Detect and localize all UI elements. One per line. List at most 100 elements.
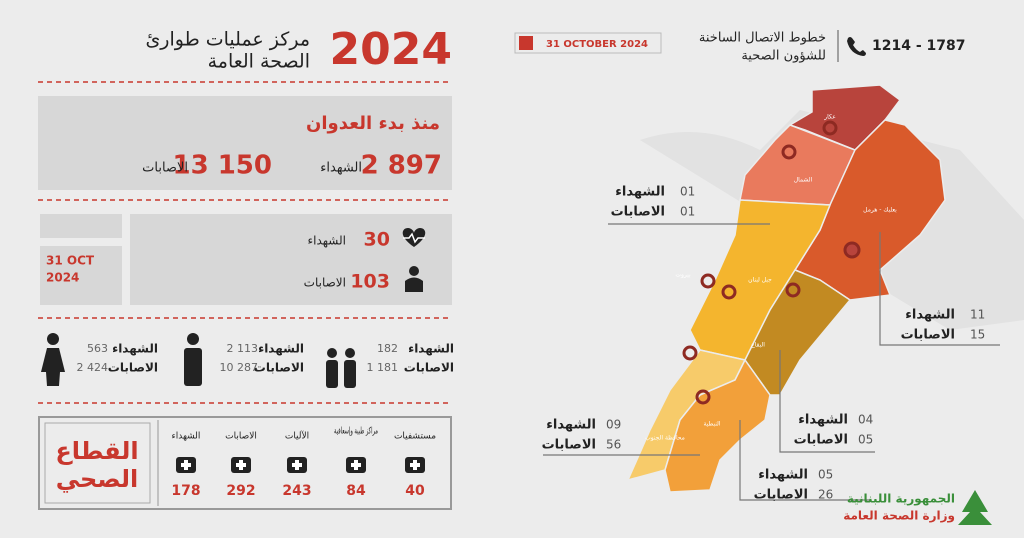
person-icon [409,266,419,276]
phone-number: 1214 - 1787 [872,38,966,54]
demo-label: الشهداء [112,342,158,356]
callout-value: 56 [606,438,621,452]
title-line: مركز عمليات طوارئ [145,29,310,51]
hotline-label: خطوط الاتصال الساخنة [699,31,826,46]
health-icon-detail [351,463,361,467]
health-label: الآليات [285,430,309,442]
child-icon [327,348,337,358]
callout-label: الشهداء [905,308,955,323]
child-icon [326,360,338,388]
callouts: 01 01 الشهداء الاصابات 11 15 الشهداء الاصابات 09… [542,185,986,503]
health-label: مستشفيات [394,432,436,442]
woman-icon [41,348,65,386]
health-value: 292 [226,483,255,499]
day-martyrs-label: الشهداء [307,234,346,248]
injured-label: الاصابات [142,161,188,176]
day-date: 2024 [46,271,79,285]
year: 2024 [330,24,452,75]
person-icon [405,277,423,292]
day-injured-label: الاصابات [304,276,346,290]
cedar-icon [958,490,992,525]
callout-value: 26 [818,488,833,502]
marker [781,144,797,160]
region-label: بعلبك - هرمل [863,207,897,214]
marker [822,120,838,136]
health-title: الصحي [56,465,138,493]
summary-title: منذ بدء العدوان [306,113,440,134]
region-label: محافظة الجنوب [645,435,685,442]
demo-value: 563 [87,342,108,355]
health-icon-detail [236,463,246,467]
marker [785,282,801,298]
callout-label: الاصابات [542,438,596,453]
health-label: الاصابات [225,432,257,442]
pulse-icon [403,232,425,244]
injured-total: 13 150 [172,151,272,181]
region-label: البقاع [751,342,765,349]
marker [700,273,716,289]
calendar-icon [519,36,533,50]
demo-value: 1 181 [367,361,399,374]
map-markers [682,120,861,405]
demo-label: الشهداء [408,342,454,356]
callout-label: الاصابات [611,205,665,220]
marker [695,389,711,405]
men-group: الشهداء الاصابات 2 113 10 287 [184,333,304,386]
demo-value: 10 287 [220,361,259,374]
health-icon-detail [181,463,191,467]
demo-label: الشهداء [258,342,304,356]
region-bekaa [744,269,852,396]
callout-value: 04 [858,413,873,427]
martyrs-total: 2 897 [361,151,442,181]
day-box [130,214,452,305]
callout-value: 05 [818,468,833,482]
child-icon [345,348,355,358]
health-items: مستشفيات 40 مراكز طبية وإسعافية 84 الآليات 24… [171,427,436,500]
callout-value: 11 [970,308,985,322]
callout-value: 01 [680,185,695,199]
hotline-label: للشؤون الصحية [741,49,826,64]
callout-label: الاصابات [901,328,955,343]
children-group: الشهداء الاصابات 182 1 181 [326,342,454,388]
marker [721,284,737,300]
region-label: النبطية [703,421,720,428]
lebanon-map [626,84,946,493]
demo-value: 2 113 [227,342,259,355]
women-group: الشهداء الاصابات 563 2 424 [41,333,158,386]
woman-icon [47,333,59,345]
demo-label: الاصابات [108,361,158,375]
callout-value: 09 [606,418,621,432]
demo-value: 182 [377,342,398,355]
child-icon [344,360,356,388]
man-icon [187,333,199,345]
demo-label: الاصابات [404,361,454,375]
day-injured: 103 [350,271,390,293]
date-tab [40,214,122,238]
date-box [40,246,122,305]
summary-box [38,96,452,190]
callout-label: الشهداء [798,413,848,428]
health-icon-detail [292,463,302,467]
marker [682,345,698,361]
day-date: 31 OCT [46,254,95,268]
region-label: عكار [823,114,836,121]
callout-label: الشهداء [546,418,596,433]
footer-line: الجمهورية اللبنانية [847,492,955,507]
callout-line [879,232,1000,346]
martyrs-label: الشهداء [320,161,362,176]
day-martyrs: 30 [364,229,390,251]
callout-value: 01 [680,205,695,219]
callout-label: الشهداء [615,185,665,200]
phone-icon [847,37,866,56]
callout-label: الشهداء [758,468,808,483]
health-value: 40 [405,483,425,499]
health-value: 243 [282,483,311,499]
health-title: القطاع [55,437,138,465]
demo-label: الاصابات [254,361,304,375]
region-label: بيروت [675,272,691,279]
date-frame [514,32,662,54]
callout-line [739,420,870,501]
health-label: الشهداء [172,432,201,442]
footer-line: وزارة الصحة العامة [843,509,955,524]
health-icon-detail [410,463,420,467]
